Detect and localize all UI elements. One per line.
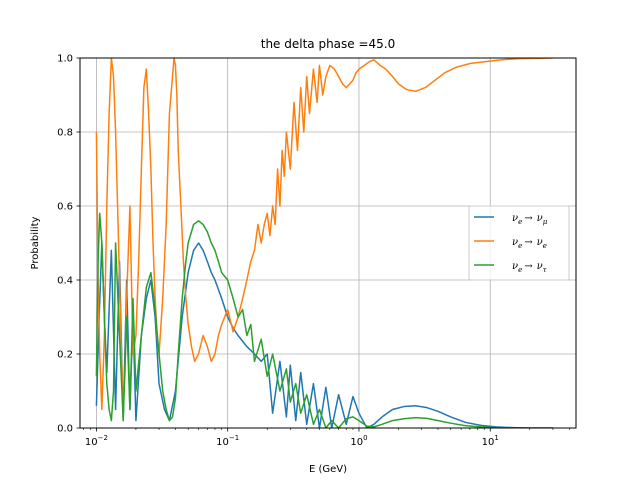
x-tick-label: 10−2	[85, 434, 108, 448]
y-tick-label: 1.0	[57, 54, 73, 65]
plot-area	[95, 58, 553, 428]
x-tick-label: 10−1	[216, 434, 239, 448]
legend-label-0: νe → νμ	[512, 213, 548, 226]
y-tick-label: 0.2	[57, 350, 73, 361]
series-line-2	[95, 212, 553, 428]
y-axis-label: Probability	[30, 216, 41, 269]
plot-frame	[79, 57, 577, 429]
y-tick-label: 0.8	[57, 128, 73, 139]
legend-label-1: νe → νe	[512, 237, 547, 250]
series-line-1	[95, 58, 553, 411]
chart-title: the delta phase =45.0	[261, 37, 396, 51]
x-tick-label: 101	[482, 434, 499, 448]
y-tick-label: 0.4	[57, 276, 73, 287]
legend: νe → νμ νe → νe νe → ντ	[468, 205, 570, 281]
x-axis-label: E (GeV)	[309, 464, 347, 475]
x-tick-label: 100	[350, 434, 367, 448]
y-tick-label: 0.0	[57, 424, 73, 435]
series-lines	[95, 58, 553, 428]
x-axis: 10−2 10−1 100 101	[83, 428, 570, 448]
legend-box	[468, 205, 570, 281]
y-tick-label: 0.6	[57, 202, 73, 213]
y-axis: 0.0 0.2 0.4 0.6 0.8 1.0	[57, 54, 80, 435]
legend-label-2: νe → ντ	[512, 261, 547, 274]
